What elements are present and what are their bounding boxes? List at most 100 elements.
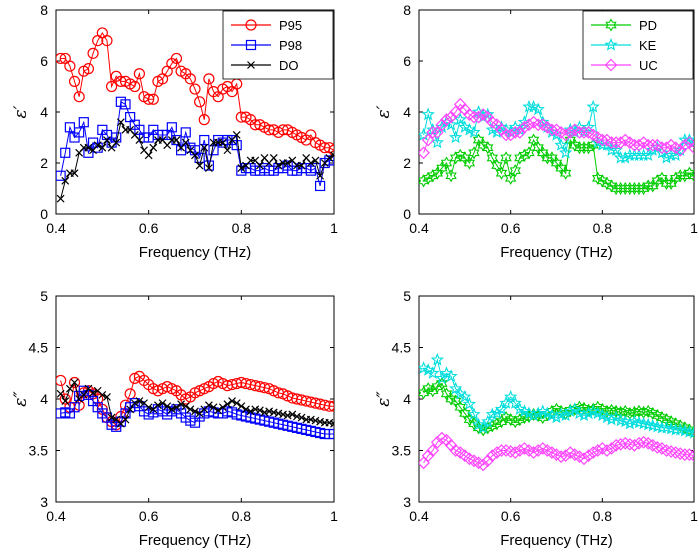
data-point-p98	[78, 117, 89, 128]
data-point-p98	[203, 160, 214, 171]
data-point-ke	[449, 381, 463, 395]
data-point-do	[84, 143, 93, 152]
data-point-uc	[508, 446, 522, 459]
data-point-p95	[56, 374, 67, 387]
data-point-do	[70, 169, 79, 178]
data-point-uc	[641, 138, 655, 152]
data-point-p95	[203, 73, 215, 85]
data-point-do	[112, 138, 121, 147]
data-point-do	[311, 156, 320, 165]
data-point-p98	[74, 127, 85, 138]
x-axis-label: Frequency (THz)	[139, 532, 252, 549]
data-point-uc	[472, 110, 485, 124]
data-point-uc	[518, 120, 531, 134]
data-point-uc	[527, 446, 540, 459]
data-point-uc	[646, 138, 660, 152]
x-tick-label: 1	[690, 508, 698, 524]
data-point-do	[172, 136, 181, 144]
y-tick-label: 4	[40, 391, 48, 407]
data-point-pd	[669, 171, 682, 185]
x-tick-label: 1	[330, 220, 338, 236]
data-point-p98	[231, 140, 242, 151]
x-tick-label: 0.4	[409, 508, 429, 524]
data-point-pd	[527, 407, 540, 422]
data-point-do	[181, 138, 190, 147]
data-point-ke	[604, 143, 619, 156]
data-point-uc	[563, 126, 577, 139]
data-point-pd	[431, 380, 444, 394]
legend-marker-uc	[604, 58, 618, 72]
data-point-ke	[609, 143, 623, 156]
data-point-uc	[650, 441, 664, 454]
data-point-p95	[59, 393, 71, 405]
data-point-do	[242, 405, 250, 414]
y-tick-label: 8	[40, 2, 48, 18]
series-ke	[419, 352, 694, 439]
data-point-pd	[436, 161, 448, 175]
data-point-pd	[436, 376, 448, 391]
data-point-p98	[56, 170, 66, 181]
data-point-uc	[614, 136, 628, 149]
x-tick-label: 0.4	[409, 220, 429, 236]
data-point-ke	[444, 117, 458, 131]
data-point-p95	[170, 52, 183, 65]
data-point-pd	[647, 179, 659, 193]
data-point-pd	[665, 176, 677, 190]
data-point-do	[269, 153, 278, 162]
data-point-pd	[449, 394, 462, 408]
data-point-pd	[495, 415, 508, 429]
data-point-do	[293, 412, 301, 421]
data-point-p95	[101, 34, 113, 47]
data-point-p95	[87, 47, 99, 59]
data-point-pd	[459, 406, 471, 421]
data-point-ke	[563, 404, 577, 418]
series-do	[56, 378, 334, 428]
y-tick-label: 3.5	[29, 443, 49, 459]
y-tick-label: 4	[403, 104, 411, 120]
data-point-do	[135, 136, 144, 144]
series-line-ke	[423, 106, 694, 159]
data-point-p98	[194, 152, 205, 163]
data-point-do	[232, 131, 241, 139]
data-point-uc	[600, 444, 614, 457]
data-point-do	[223, 400, 232, 409]
data-point-pd	[482, 141, 494, 155]
data-point-do	[325, 418, 334, 427]
data-point-do	[191, 407, 199, 416]
x-tick-label: 0.4	[46, 220, 66, 236]
data-point-ke	[421, 107, 435, 121]
data-point-uc	[577, 452, 591, 466]
data-point-do	[79, 390, 88, 399]
data-point-do	[121, 415, 130, 424]
data-point-do	[306, 159, 315, 167]
data-point-ke	[462, 397, 477, 410]
data-point-do	[223, 146, 232, 155]
y-tick-label: 4	[403, 391, 411, 407]
data-point-ke	[687, 135, 694, 149]
data-point-do	[251, 405, 260, 414]
data-point-uc	[440, 113, 453, 126]
data-point-uc	[419, 146, 430, 160]
chart-panel-2: 0.4 0.6 0.8 1 0 2 4 6 8 Frequency (THz) ε′ PD KE UC	[374, 2, 698, 261]
data-point-p95	[328, 144, 334, 156]
data-point-do	[204, 164, 213, 173]
data-point-do	[237, 164, 246, 173]
data-point-p95	[189, 83, 201, 95]
series-p95	[56, 27, 334, 156]
data-point-uc	[618, 436, 632, 450]
data-point-pd	[495, 166, 508, 180]
data-point-pd	[651, 174, 664, 188]
legend-label: P95	[279, 18, 302, 33]
data-point-do	[269, 408, 278, 417]
y-tick-label: 0	[403, 206, 411, 222]
data-point-uc	[683, 448, 694, 461]
data-point-pd	[550, 156, 563, 170]
data-point-pd	[463, 156, 476, 170]
data-point-p95	[194, 96, 206, 108]
data-point-ke	[526, 408, 541, 422]
data-point-uc	[559, 128, 573, 142]
data-point-ke	[581, 120, 596, 133]
data-point-pd	[427, 169, 439, 183]
data-point-do	[237, 402, 246, 411]
data-point-ke	[458, 389, 472, 403]
